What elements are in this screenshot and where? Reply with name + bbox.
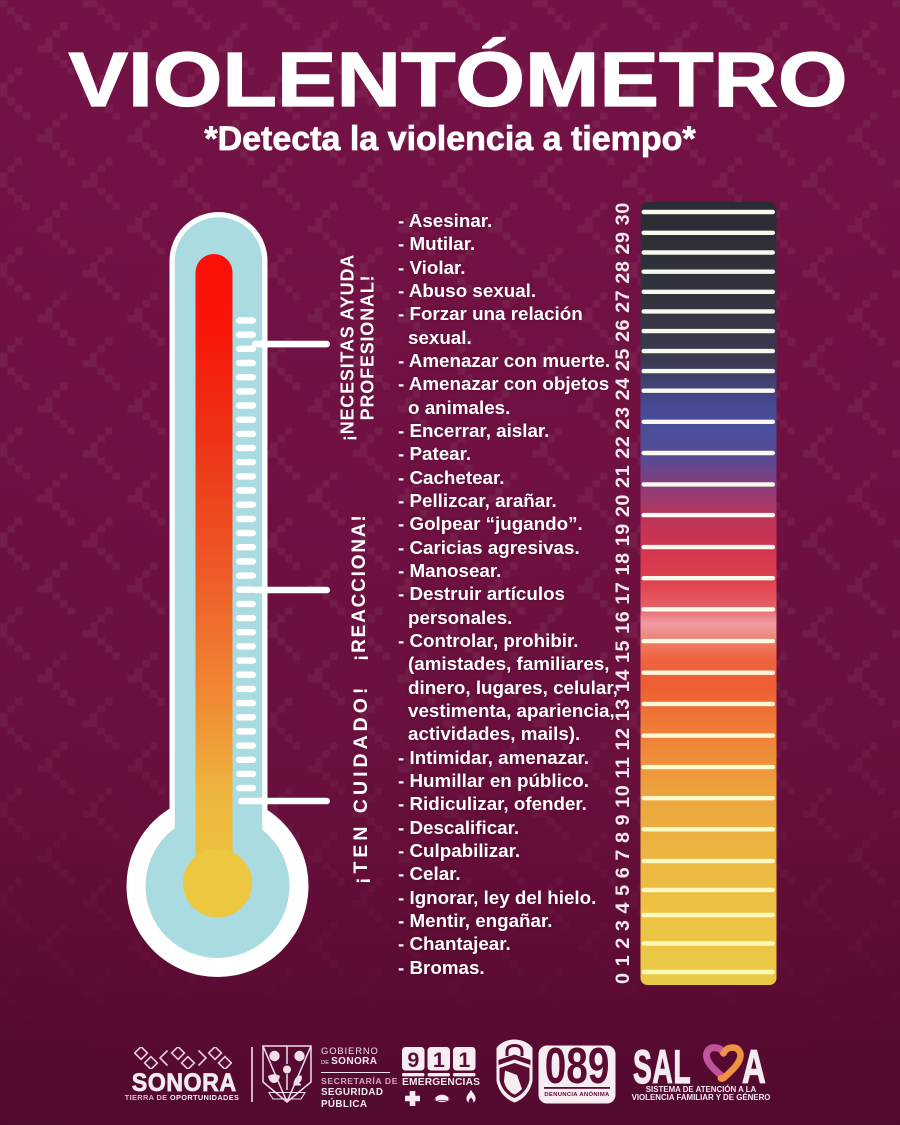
svg-text:1: 1 bbox=[433, 1048, 445, 1072]
svg-text:9: 9 bbox=[407, 1048, 419, 1072]
svg-text:1: 1 bbox=[458, 1048, 470, 1072]
svg-text:089: 089 bbox=[545, 1045, 610, 1094]
